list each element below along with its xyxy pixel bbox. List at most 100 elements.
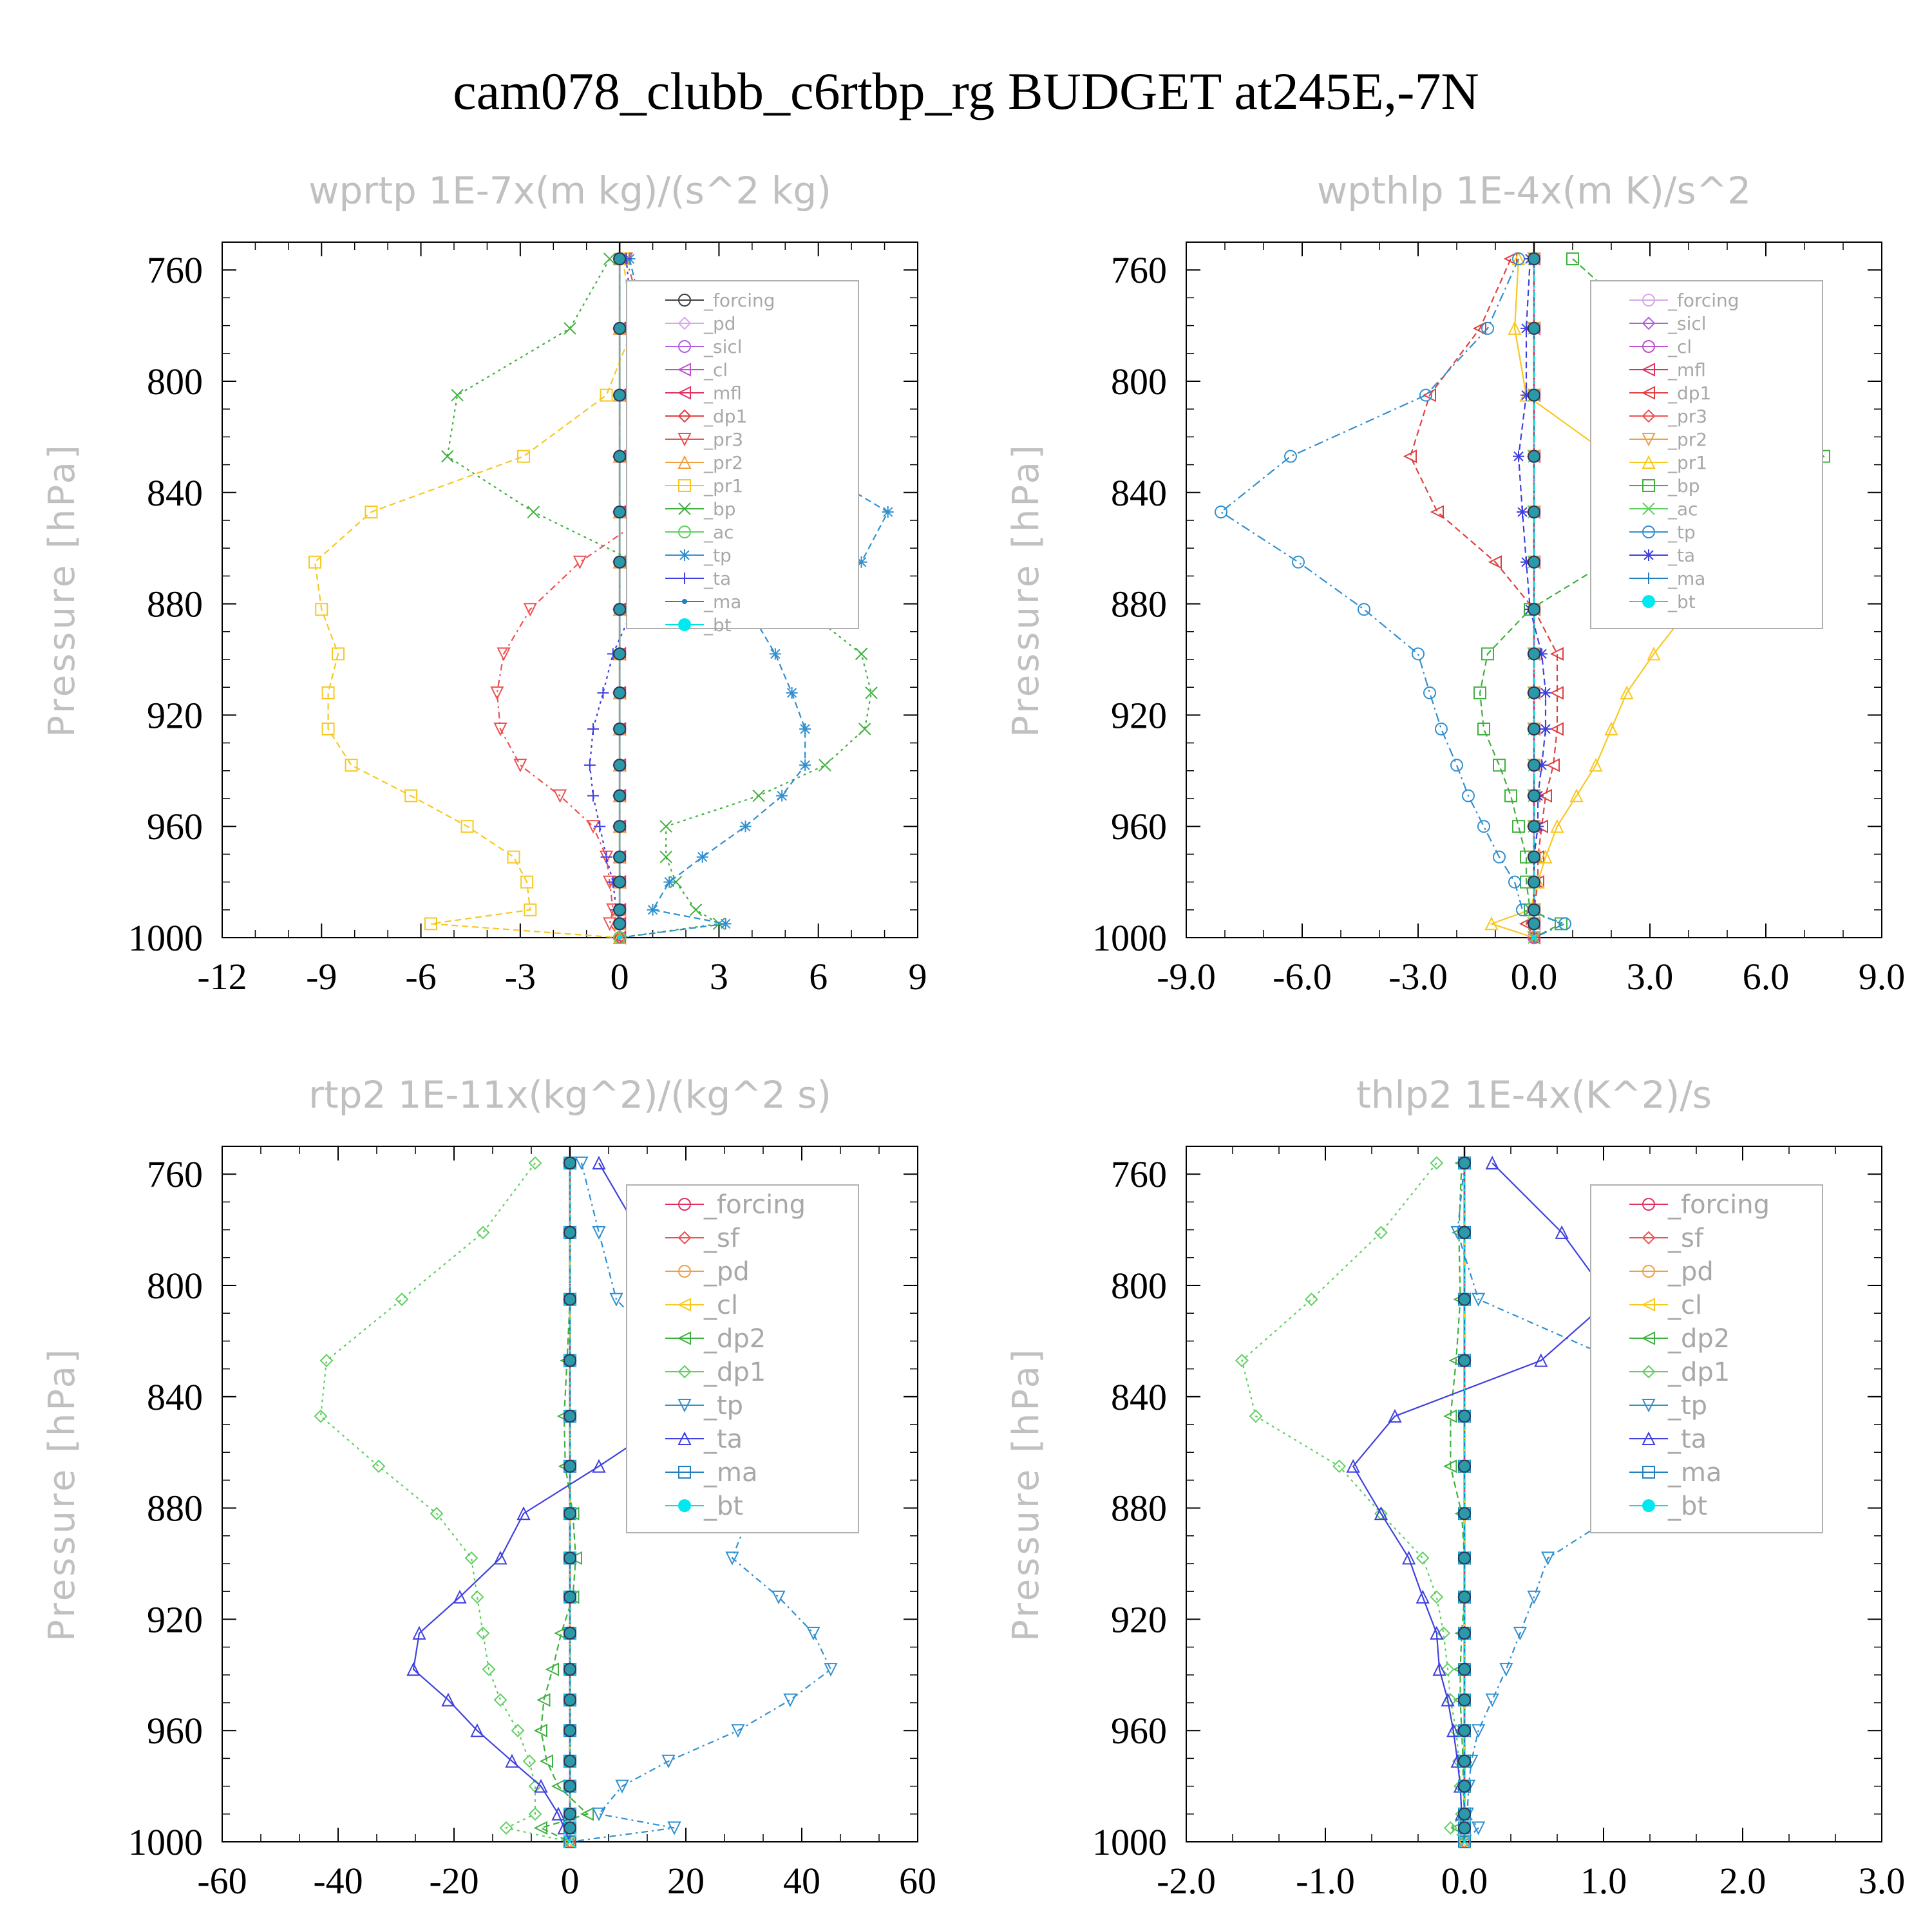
- data-point: [855, 647, 868, 661]
- x-tick-label: 6: [809, 956, 828, 998]
- legend-marker: [678, 526, 691, 538]
- legend-label: _ma: [703, 591, 741, 612]
- y-tick-label: 840: [147, 472, 203, 514]
- data-point: [534, 1779, 548, 1793]
- legend-label: _sf: [703, 1224, 740, 1253]
- series-line: [1409, 258, 1558, 938]
- data-point: [1458, 1821, 1471, 1835]
- data-point: [731, 1724, 745, 1738]
- y-tick-label: 840: [1111, 472, 1167, 514]
- data-point: [1443, 1459, 1457, 1473]
- data-point: [580, 1807, 594, 1821]
- legend-marker: [1641, 386, 1655, 400]
- legend-marker: [1642, 294, 1655, 307]
- legend-marker: [1643, 549, 1654, 561]
- data-point: [564, 1835, 576, 1848]
- data-point: [1235, 1354, 1249, 1368]
- data-point: [613, 555, 627, 569]
- legend-label: _dp1: [1667, 1358, 1730, 1387]
- legend-marker: [678, 340, 691, 353]
- data-point: [1477, 723, 1490, 735]
- data-point: [564, 1835, 576, 1848]
- legend-marker: [1641, 1298, 1655, 1312]
- legend-label: _pr2: [703, 452, 743, 473]
- data-point: [1437, 1626, 1451, 1640]
- data-point: [482, 1662, 496, 1676]
- plot-frame: [222, 242, 918, 938]
- x-tick-label: -9.0: [1157, 956, 1216, 998]
- data-point: [1430, 1625, 1444, 1640]
- legend-label: _forcing: [1667, 1190, 1770, 1220]
- data-point: [1403, 450, 1417, 464]
- data-point: [1458, 1507, 1471, 1520]
- x-tick-label: -1.0: [1296, 1860, 1355, 1902]
- data-point: [669, 875, 683, 889]
- y-tick-label: 920: [1111, 694, 1167, 736]
- legend-marker: [679, 573, 690, 584]
- data-point: [647, 904, 659, 916]
- legend-box: [1590, 280, 1823, 629]
- data-point: [799, 723, 811, 735]
- data-point: [1374, 1226, 1388, 1240]
- data-point: [1458, 1156, 1471, 1170]
- data-point: [1485, 1155, 1499, 1170]
- data-point: [1443, 1409, 1457, 1423]
- data-point: [520, 875, 534, 889]
- data-point: [1484, 916, 1499, 931]
- panel-title: rtp2 1E-11x(kg^2)/(kg^2 s): [308, 1073, 831, 1117]
- data-point: [451, 388, 464, 402]
- data-point: [1458, 1410, 1471, 1423]
- data-point: [564, 1551, 576, 1565]
- y-tick-label: 1000: [128, 1821, 203, 1863]
- data-point: [332, 647, 345, 661]
- data-point: [661, 1754, 676, 1768]
- data-point: [613, 321, 627, 335]
- data-point: [1536, 759, 1548, 772]
- data-point: [594, 820, 606, 833]
- data-point: [1458, 1226, 1471, 1239]
- data-point: [406, 1662, 421, 1676]
- legend-marker: [1642, 455, 1656, 469]
- data-point: [613, 759, 627, 772]
- data-point: [1536, 648, 1548, 660]
- data-point: [1458, 1293, 1471, 1306]
- data-point: [1503, 252, 1517, 266]
- data-point: [564, 1724, 576, 1738]
- data-point: [1540, 723, 1551, 735]
- data-point: [564, 1693, 576, 1707]
- data-point: [786, 687, 798, 699]
- data-point: [507, 850, 520, 864]
- series-line: [446, 258, 873, 939]
- legend-label: _ta: [1667, 1425, 1707, 1454]
- data-point: [1528, 917, 1540, 931]
- data-point: [319, 1354, 334, 1368]
- data-point: [511, 1723, 525, 1738]
- data-point: [824, 1663, 838, 1677]
- data-point: [545, 1662, 559, 1676]
- data-point: [1512, 820, 1525, 833]
- legend-label: _sicl: [1667, 313, 1707, 334]
- legend-label: _bp: [1667, 475, 1700, 497]
- data-point: [553, 789, 567, 803]
- legend-marker: [678, 1466, 691, 1479]
- data-point: [470, 1723, 484, 1738]
- data-point: [1488, 555, 1502, 569]
- y-tick-label: 960: [147, 806, 203, 848]
- data-point: [315, 603, 328, 616]
- legend-marker: [677, 386, 691, 400]
- legend-marker: [678, 618, 691, 631]
- legend-label: _forcing: [703, 1190, 806, 1220]
- data-point: [1528, 875, 1540, 889]
- data-point: [528, 1779, 542, 1794]
- data-point: [613, 450, 627, 463]
- legend-label: _dp1: [1667, 383, 1711, 404]
- data-point: [1528, 603, 1540, 616]
- data-point: [752, 789, 765, 802]
- data-point: [430, 1506, 444, 1520]
- data-point: [1458, 1779, 1471, 1793]
- data-point: [404, 789, 418, 802]
- data-point: [592, 1226, 606, 1240]
- data-point: [858, 723, 871, 735]
- data-point: [739, 820, 752, 833]
- legend-label: _pr2: [1667, 429, 1707, 450]
